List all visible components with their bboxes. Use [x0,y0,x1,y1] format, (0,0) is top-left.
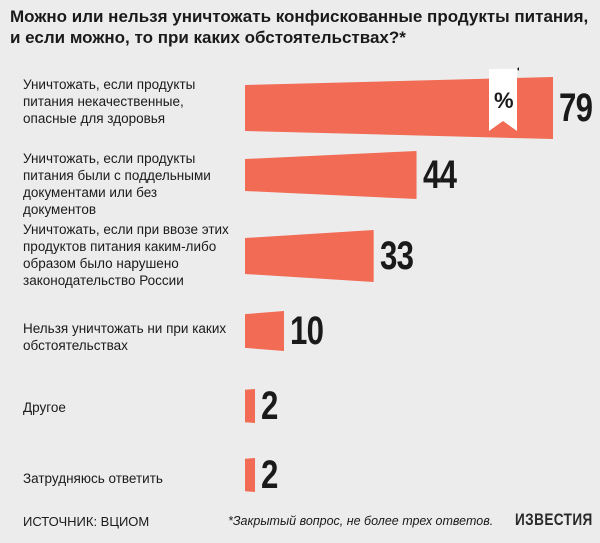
value-label-0: 79 [559,86,593,130]
category-label-2: Уничтожать, если при ввозе этих продукто… [23,222,229,288]
category-label-0: Уничтожать, если продукты питания некаче… [23,77,196,126]
bar-3 [245,311,284,351]
category-label-1: Уничтожать, если продукты питания были с… [23,151,211,217]
category-label-3: Нельзя уничтожать ни при каких обстоятел… [23,321,227,353]
percent-label: % [494,88,514,113]
category-label-4: Другое [23,400,66,415]
chart-title: Можно или нельзя уничтожать конфискованн… [10,7,589,47]
value-label-4: 2 [261,384,278,428]
bar-0 [245,77,553,139]
bar-5 [245,458,255,492]
bar-4 [245,389,255,423]
footnote: *Закрытый вопрос, не более трех ответов. [228,514,494,528]
bar-2 [245,230,374,282]
value-label-3: 10 [289,309,324,353]
value-label-2: 33 [379,234,414,278]
bar-1 [245,151,417,199]
source-label: ИСТОЧНИК: ВЦИОМ [23,514,150,529]
izvestia-logo: ИЗВЕСТИЯ [515,510,593,529]
value-label-1: 44 [422,153,457,197]
category-label-5: Затрудняюсь ответить [23,471,163,486]
percent-flag-icon [489,67,519,131]
value-label-5: 2 [261,453,278,497]
